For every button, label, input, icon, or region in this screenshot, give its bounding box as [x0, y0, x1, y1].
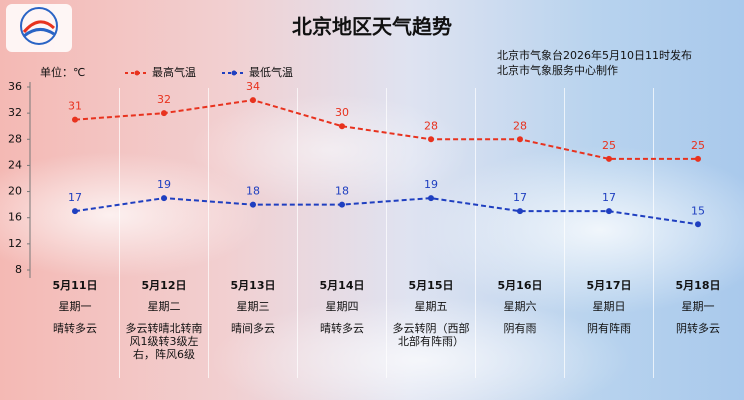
x-tick-label: 5月13日: [231, 279, 276, 292]
data-point: [339, 201, 345, 208]
legend-marker: [231, 70, 237, 76]
legend-label: 最高气温: [152, 65, 196, 79]
y-tick-label: 28: [8, 132, 22, 145]
data-point: [339, 123, 345, 130]
data-point: [428, 136, 434, 143]
y-tick-label: 36: [8, 80, 22, 93]
x-tick-label: 5月17日: [587, 279, 632, 292]
y-tick-label: 16: [8, 211, 22, 224]
weather-text: 阴有雨: [503, 322, 537, 335]
data-label: 28: [513, 119, 527, 132]
weekday: 星期一: [682, 300, 715, 313]
y-tick-label: 20: [8, 185, 22, 198]
data-point: [606, 208, 612, 215]
data-point: [517, 136, 523, 143]
data-point: [161, 110, 167, 117]
data-point: [72, 208, 78, 215]
data-point: [161, 195, 167, 202]
series-line: [74, 99, 698, 160]
data-label: 17: [602, 191, 616, 204]
data-label: 25: [602, 139, 616, 152]
x-tick-label: 5月16日: [498, 279, 543, 292]
data-label: 34: [246, 80, 260, 93]
legend-marker: [134, 70, 140, 76]
data-label: 17: [513, 191, 527, 204]
weather-text: 晴间多云: [231, 322, 275, 335]
x-tick-label: 5月18日: [676, 279, 721, 292]
data-label: 25: [691, 139, 705, 152]
x-tick-label: 5月15日: [409, 279, 454, 292]
y-tick-label: 24: [8, 158, 22, 171]
data-label: 19: [424, 178, 438, 191]
y-tick-label: 8: [15, 263, 22, 276]
data-point: [695, 155, 701, 162]
weather-text: 阴转多云: [676, 322, 720, 335]
data-label: 18: [246, 185, 260, 198]
data-point: [250, 201, 256, 208]
data-label: 28: [424, 119, 438, 132]
data-label: 17: [68, 191, 82, 204]
weekday: 星期六: [504, 300, 537, 313]
weekday: 星期二: [148, 300, 181, 313]
x-tick-label: 5月11日: [53, 279, 98, 292]
data-label: 32: [157, 93, 171, 106]
data-point: [428, 195, 434, 202]
x-tick-label: 5月12日: [142, 279, 187, 292]
weekday: 星期四: [326, 300, 359, 313]
weekday: 星期五: [415, 300, 448, 313]
data-point: [250, 97, 256, 104]
weather-text: 晴转多云: [53, 322, 97, 335]
y-tick-label: 12: [8, 237, 22, 250]
x-tick-label: 5月14日: [320, 279, 365, 292]
weather-text: 阴有阵雨: [587, 322, 631, 335]
data-point: [517, 208, 523, 215]
chart-title: 北京地区天气趋势: [292, 15, 452, 39]
logo: [6, 4, 72, 52]
weather-text: 多云转阴（西部北部有阵雨）: [392, 322, 470, 348]
weekday: 星期三: [237, 300, 270, 313]
y-tick-label: 32: [8, 106, 22, 119]
data-label: 15: [691, 204, 705, 217]
series-line: [74, 197, 699, 226]
weather-text: 多云转晴北转南风1级转3级左右，阵风6级: [125, 322, 203, 361]
data-label: 19: [157, 178, 171, 191]
data-point: [72, 116, 78, 123]
data-point: [606, 155, 612, 162]
data-point: [695, 221, 701, 228]
data-label: 30: [335, 106, 349, 119]
subtitle: 北京市气象台2026年5月10日11时发布: [497, 48, 692, 62]
weather-text: 晴转多云: [320, 322, 364, 335]
data-label: 31: [68, 100, 82, 113]
data-label: 18: [335, 185, 349, 198]
subtitle: 北京市气象服务中心制作: [497, 63, 618, 77]
weekday: 星期一: [59, 300, 92, 313]
weekday: 星期日: [593, 300, 626, 313]
legend-label: 最低气温: [249, 65, 293, 79]
unit-label: 单位：℃: [40, 65, 85, 79]
